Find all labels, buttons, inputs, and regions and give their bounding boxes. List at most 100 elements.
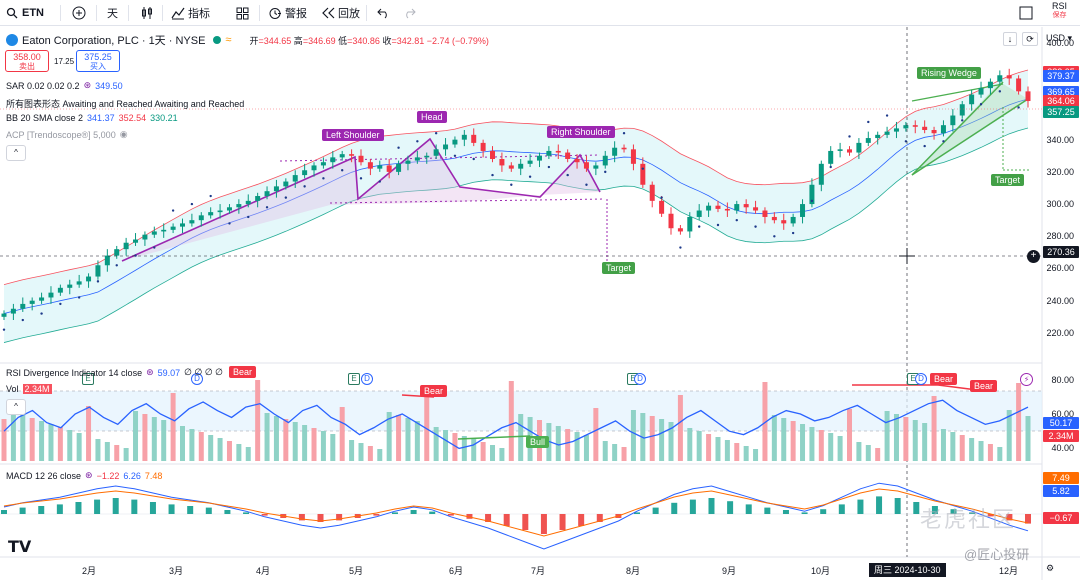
- symbol-header[interactable]: Eaton Corporation, PLC · 1天 · NYSE ≈ 开=3…: [6, 32, 489, 48]
- macd-histogram-bar: [950, 509, 957, 514]
- layout-button[interactable]: [236, 3, 249, 23]
- neckline: [329, 198, 606, 204]
- reset-button[interactable]: ⟳: [1022, 32, 1038, 46]
- price-axis-label: 260.00: [1046, 263, 1074, 274]
- acp-legend[interactable]: ACP [Trendoscope®] 5,000 ◉: [6, 129, 128, 140]
- volume-bar: [583, 435, 589, 461]
- buy-button[interactable]: 375.25 买入: [76, 50, 120, 72]
- candle-body: [283, 181, 289, 187]
- eye-icon[interactable]: ◉: [119, 129, 128, 139]
- macd-histogram-bar: [56, 504, 63, 514]
- macd-histogram-bar: [652, 507, 659, 514]
- candle-body: [828, 150, 834, 164]
- chart-area[interactable]: Eaton Corporation, PLC · 1天 · NYSE ≈ 开=3…: [0, 27, 1080, 580]
- patterns-legend[interactable]: 所有图表形态 Awaiting and Reached Awaiting and…: [6, 97, 244, 110]
- symbol-search[interactable]: ETN: [6, 3, 44, 23]
- volume-bar: [574, 432, 580, 461]
- earnings-marker[interactable]: E: [82, 373, 94, 385]
- neckline-top: [279, 154, 601, 162]
- settings-icon[interactable]: ⚙: [1046, 563, 1055, 573]
- wedge-upper-line: [911, 81, 1004, 176]
- sar-value: 349.50: [95, 80, 123, 91]
- volume-bar: [884, 411, 890, 461]
- chart-canvas[interactable]: [0, 27, 1080, 580]
- sar-dot: [510, 183, 513, 186]
- sar-dot: [1017, 106, 1020, 109]
- dividend-marker[interactable]: D: [191, 373, 203, 385]
- layout-save-button[interactable]: RSI 保存: [1052, 1, 1067, 21]
- candle-body: [414, 157, 420, 161]
- dividend-marker[interactable]: D: [634, 373, 646, 385]
- price-tag: 357.25: [1043, 105, 1079, 118]
- sar-dot: [585, 183, 588, 186]
- bb-lower-value: 330.21: [150, 113, 178, 123]
- crosshair-cursor-icon: [899, 248, 915, 264]
- candle-body: [677, 228, 683, 232]
- dividend-marker[interactable]: D: [361, 373, 373, 385]
- tradingview-logo[interactable]: 𝗧𝗩: [8, 539, 32, 556]
- price-axis-label: 340.00: [1046, 134, 1074, 145]
- chart-type-button[interactable]: [140, 3, 154, 23]
- volume-bar: [264, 413, 270, 461]
- candle-body: [546, 150, 552, 156]
- candle-body: [29, 300, 35, 304]
- sar-dot: [604, 170, 607, 174]
- volume-bar: [292, 422, 298, 461]
- volume-bar: [133, 411, 139, 461]
- volume-bar: [76, 433, 82, 461]
- add-alert-plus-icon[interactable]: +: [1027, 250, 1040, 263]
- undo-button[interactable]: [377, 3, 390, 23]
- macd-legend[interactable]: MACD 12 26 close ⊛ −1.22 6.26 7.48: [6, 470, 162, 481]
- lightning-icon[interactable]: ⚡: [1020, 373, 1033, 386]
- dividend-marker[interactable]: D: [915, 373, 927, 385]
- volume-bar: [753, 449, 759, 461]
- bb-upper-value: 352.54: [118, 113, 147, 123]
- volume-bar: [189, 429, 195, 461]
- candle-body: [114, 249, 120, 256]
- alerts-label: 警报: [285, 8, 307, 20]
- acp-name: ACP [Trendoscope®] 5,000: [6, 129, 116, 140]
- sar-dot: [378, 180, 381, 183]
- candle-body: [724, 208, 730, 211]
- volume-bar: [903, 417, 909, 461]
- bb-legend[interactable]: BB 20 SMA close 2 341.37 352.54 330.21: [6, 113, 178, 123]
- indicators-button[interactable]: 指标: [171, 3, 210, 23]
- ohlc-values: 开=344.65 高=346.69 低=340.86 收=342.81 −2.7…: [249, 35, 489, 46]
- scroll-down-button[interactable]: ↓: [1003, 32, 1017, 46]
- interval-button[interactable]: 天: [107, 8, 118, 20]
- sar-dot: [303, 185, 306, 188]
- volume-bar: [57, 427, 63, 461]
- patterns-name: 所有图表形态 Awaiting and Reached Awaiting and…: [6, 99, 245, 109]
- replay-button[interactable]: 回放: [322, 3, 360, 23]
- compare-symbol-button[interactable]: [72, 3, 86, 23]
- sell-button[interactable]: 358.00 卖出: [5, 50, 49, 72]
- candle-body: [170, 226, 176, 230]
- rsi-legend[interactable]: RSI Divergence Indicator 14 close ⊛ 59.0…: [6, 367, 223, 378]
- macd-value: 6.26: [123, 470, 141, 481]
- fullscreen-button[interactable]: [1019, 3, 1033, 23]
- macd-histogram-bar: [578, 514, 585, 526]
- candlestick-series[interactable]: [1, 68, 1031, 321]
- volume-bar: [330, 434, 336, 461]
- candle-body: [349, 154, 355, 156]
- collapse-legend-button[interactable]: ^: [6, 145, 26, 161]
- macd-histogram-bar: [969, 512, 976, 514]
- redo-button[interactable]: [403, 3, 416, 23]
- collapse-rsi-button[interactable]: ^: [6, 399, 26, 415]
- volume-bar: [123, 448, 129, 461]
- wave-icon: ≈: [225, 34, 232, 46]
- sar-dot: [754, 225, 757, 228]
- earnings-marker[interactable]: E: [348, 373, 360, 385]
- sar-dot: [528, 175, 532, 178]
- candle-body: [339, 154, 345, 158]
- candle-body: [668, 213, 674, 229]
- macd-signal-line: [3, 488, 1029, 537]
- sar-legend[interactable]: SAR 0.02 0.02 0.2 ⊛ 349.50: [6, 80, 123, 91]
- alerts-button[interactable]: 警报: [268, 3, 307, 23]
- candle-body: [226, 207, 232, 211]
- currency-selector[interactable]: USD ▾: [1046, 33, 1073, 43]
- candle-body: [950, 115, 956, 126]
- macd-hist-value: −1.22: [96, 470, 120, 481]
- sell-price: 358.00: [13, 52, 41, 62]
- vol-legend[interactable]: Vol 2.34M: [6, 384, 52, 394]
